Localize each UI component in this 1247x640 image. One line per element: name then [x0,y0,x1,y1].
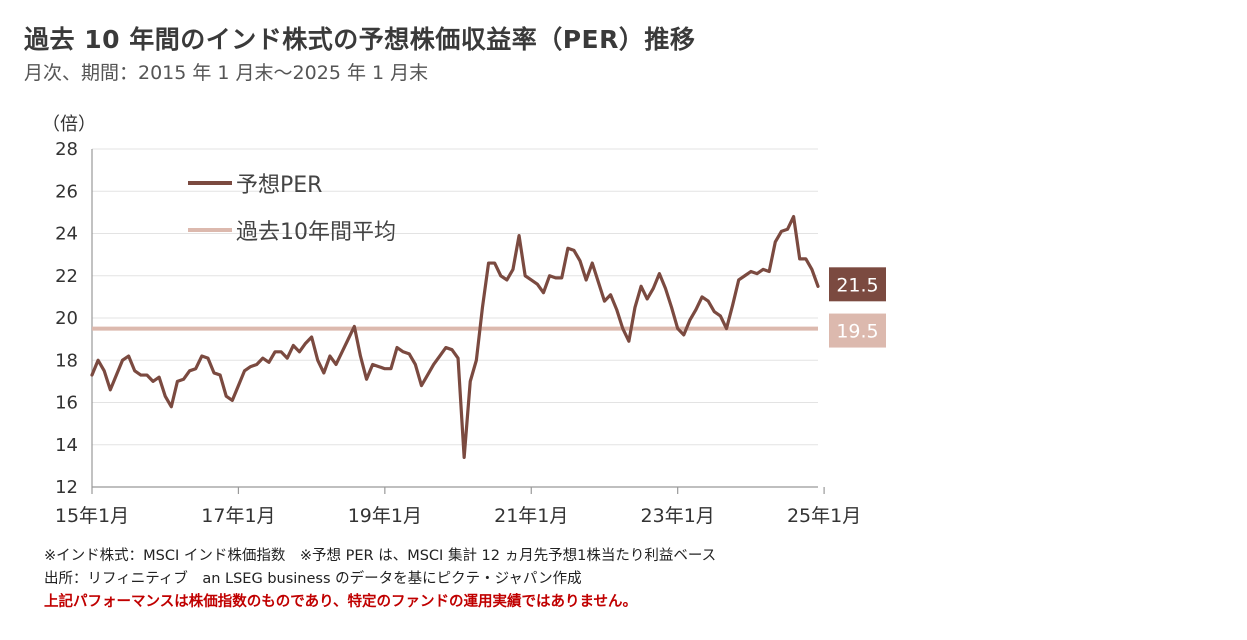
x-tick-label: 17年1月 [201,505,275,527]
x-tick-label: 21年1月 [494,505,568,527]
x-tick-label: 25年1月 [787,505,861,527]
y-tick-label: 12 [55,477,78,498]
x-tick-label: 19年1月 [348,505,422,527]
x-tick-label: 23年1月 [641,505,715,527]
y-tick-label: 16 [55,393,78,414]
y-tick-label: 20 [55,308,78,329]
footnotes: ※インド株式：MSCI インド株価指数 ※予想 PER は、MSCI 集計 12… [44,545,716,614]
y-tick-label: 18 [55,350,78,371]
end-label-box-average [829,313,886,348]
chart-title: 過去 10 年間のインド株式の予想株価収益率（PER）推移 [24,25,696,54]
legend-label-average: 過去10年間平均 [236,220,396,245]
y-tick-label: 24 [55,224,78,245]
per-series-line [90,215,820,460]
y-tick-label: 26 [55,181,78,202]
y-tick-label: 28 [55,139,78,160]
end-label-average: 19.5 [836,321,878,343]
y-tick-label: 14 [55,435,78,456]
end-label-per: 21.5 [836,274,878,296]
end-label-box-per [829,267,886,302]
y-axis-label: （倍） [42,114,96,135]
footnote-source-definition: ※インド株式：MSCI インド株価指数 ※予想 PER は、MSCI 集計 12… [44,548,717,564]
footnote-data-source: 出所：リフィニティブ an LSEG business のデータを基にピクテ・ジ… [44,571,582,587]
footnote-disclaimer: 上記パフォーマンスは株価指数のものであり、特定のファンドの運用実績ではありません… [44,594,638,610]
x-tick-label: 15年1月 [55,505,129,527]
legend-label-per: 予想PER [236,173,322,198]
y-tick-label: 22 [55,266,78,287]
chart-subtitle: 月次、期間：2015 年 1 月末～2025 年 1 月末 [24,62,429,84]
